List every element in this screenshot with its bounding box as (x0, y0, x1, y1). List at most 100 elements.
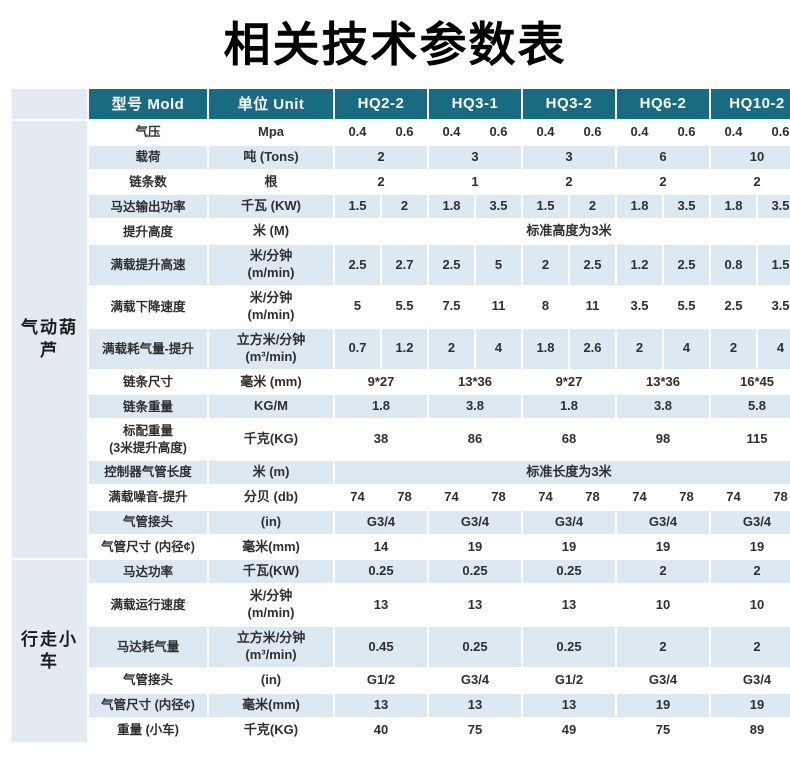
value-cell: 74 (444, 488, 459, 504)
value-cell: 19 (561, 538, 577, 554)
row-unit: 米/分钟 (m/min) (247, 289, 295, 322)
value-cell: 3 (429, 145, 521, 169)
value-cell: 74 (726, 488, 741, 504)
value-cell: 3.5 (771, 298, 790, 314)
value-cell: 1.2 (382, 328, 427, 369)
value-cell: 1.5 (335, 195, 380, 219)
value-cell: 3.5 (664, 195, 709, 219)
row-unit: 立方米/分钟 (m³/min) (209, 627, 333, 667)
table-body: 气动葫芦 气压 Mpa 0.4 0.6 0.4 0.6 0.4 0.6 0.4 0.6 0.4 0.6 载… (12, 120, 790, 742)
row-unit: 千克(KG) (243, 431, 299, 447)
row-unit: 毫米(mm) (242, 538, 300, 554)
row-unit: Mpa (258, 123, 284, 139)
value-cell: G3/4 (711, 510, 790, 534)
row-label: 满载下降速度 (110, 299, 186, 314)
value-cell: 19 (617, 693, 709, 717)
table-row: 满载耗气量-提升 立方米/分钟 (m³/min) 0.7 1.2 2 4 1.8 2.6 2 4 2… (12, 328, 790, 369)
value-cell: 0.6 (395, 123, 414, 139)
table-row: 载荷吨 (Tons) 2 3 3 6 10 (12, 145, 790, 169)
value-cell: 1.5 (523, 195, 568, 219)
value-cell: 2.5 (335, 245, 380, 285)
row-label: 满载提升高速 (89, 245, 207, 285)
row-unit: 立方米/分钟 (m³/min) (209, 328, 333, 369)
value-cell: 1.8 (617, 195, 662, 219)
row-unit: 分贝 (db) (243, 488, 299, 504)
value-cell: G3/4 (742, 671, 772, 687)
value-cell: 13 (467, 596, 483, 612)
value-cell: 2 (335, 145, 427, 169)
value-cell: 3.8 (617, 395, 709, 419)
value-cell: 2 (753, 173, 761, 189)
table-row: 气动葫芦 气压 Mpa 0.4 0.6 0.4 0.6 0.4 0.6 0.4 0.6 0.4 0.6 (12, 120, 790, 559)
row-label: 满载耗气量-提升 (89, 328, 207, 369)
value-cell: 10 (655, 596, 671, 612)
table-row: 满载提升高速 米/分钟 (m/min) 2.5 2.7 2.5 5 2 2.5 1.2 2.5 0.… (12, 245, 790, 285)
value-cell: 1.8 (335, 395, 427, 419)
value-cell: 5 (476, 245, 521, 285)
row-unit: 吨 (Tons) (209, 145, 333, 169)
table-row: 满载下降速度 米/分钟 (m/min) 5 5.5 7.5 11 8 11 3.5 5.5 2.5 3… (12, 287, 790, 327)
value-cell: G3/4 (460, 671, 490, 687)
value-cell: G3/4 (648, 671, 678, 687)
value-cell: 0.8 (711, 245, 756, 285)
value-cell: 0.7 (335, 328, 380, 369)
model-column-header: HQ3-1 (429, 88, 521, 119)
value-cell: 3.8 (429, 395, 521, 419)
row-label: 气管尺寸 (内径¢) (89, 693, 207, 717)
value-cell: G3/4 (617, 510, 709, 534)
value-cell: 2 (429, 328, 474, 369)
value-cell: 13 (335, 693, 427, 717)
value-cell: 4 (664, 328, 709, 369)
value-cell: 115 (746, 431, 768, 447)
value-cell: 8 (541, 298, 550, 314)
row-unit: 米 (M) (252, 223, 290, 239)
row-label: 气管尺寸 (内径¢) (101, 539, 195, 554)
row-unit: KG/M (209, 395, 333, 419)
row-label: 标配重量 (3米提升高度) (109, 424, 187, 455)
row-label: 马达输出功率 (89, 195, 207, 219)
table-row: 控制器气管长度米 (m) 标准长度为3米 (12, 460, 790, 484)
value-cell: 75 (655, 721, 671, 737)
table-row: 气管尺寸 (内径¢) 毫米(mm) 14 19 19 19 19 (12, 536, 790, 559)
value-cell: 78 (491, 488, 506, 504)
model-header: 型号 Mold (89, 88, 207, 119)
value-cell: 14 (373, 538, 389, 554)
row-label: 马达功率 (89, 560, 207, 584)
value-cell: 0.6 (771, 123, 790, 139)
value-cell: 78 (397, 488, 412, 504)
model-column-header: HQ10-2 (711, 88, 790, 119)
value-cell: 2 (377, 173, 385, 189)
value-cell: 2.5 (570, 245, 615, 285)
value-cell: 0.25 (523, 627, 615, 667)
row-unit: 米/分钟 (m/min) (247, 588, 295, 621)
value-cell: 0.25 (429, 560, 521, 584)
table-row: 链条重量 KG/M 1.8 3.8 1.8 3.8 5.8 (12, 395, 790, 419)
table-row: 气管接头 (in) G1/2 G3/4 G1/2 G3/4 G3/4 (12, 669, 790, 692)
value-cell: 0.25 (523, 560, 615, 584)
row-label: 气管接头 (89, 510, 207, 534)
value-cell: 3.5 (476, 195, 521, 219)
value-cell: 4 (758, 328, 790, 369)
table-row: 满载运行速度 米/分钟 (m/min) 13 13 13 10 10 (12, 585, 790, 625)
value-cell: 0.4 (348, 123, 367, 139)
value-cell: 0.45 (335, 627, 427, 667)
value-cell: G1/2 (366, 671, 396, 687)
value-cell: 0.25 (335, 560, 427, 584)
value-cell: 9*27 (555, 373, 583, 389)
model-column-header: HQ6-2 (617, 88, 709, 119)
row-label: 链条尺寸 (122, 374, 173, 389)
value-cell: 0.4 (536, 123, 555, 139)
row-unit: 米 (m) (209, 460, 333, 484)
value-cell: 1.8 (523, 395, 615, 419)
value-cell: 13*36 (458, 373, 492, 389)
table-row: 气管接头 (in) G3/4 G3/4 G3/4 G3/4 G3/4 (12, 510, 790, 534)
value-cell: 68 (561, 431, 577, 447)
group-label: 气动葫芦 (12, 120, 87, 559)
header-row: 型号 Mold 单位 Unit HQ2-2 HQ3-1 HQ3-2 HQ6-2 … (12, 88, 790, 119)
model-column-header: HQ3-2 (523, 88, 615, 119)
value-cell: 2 (617, 560, 709, 584)
value-cell: 89 (749, 721, 765, 737)
value-cell: 2 (617, 627, 709, 667)
row-label: 提升高度 (122, 224, 173, 239)
value-cell: 13 (561, 596, 577, 612)
